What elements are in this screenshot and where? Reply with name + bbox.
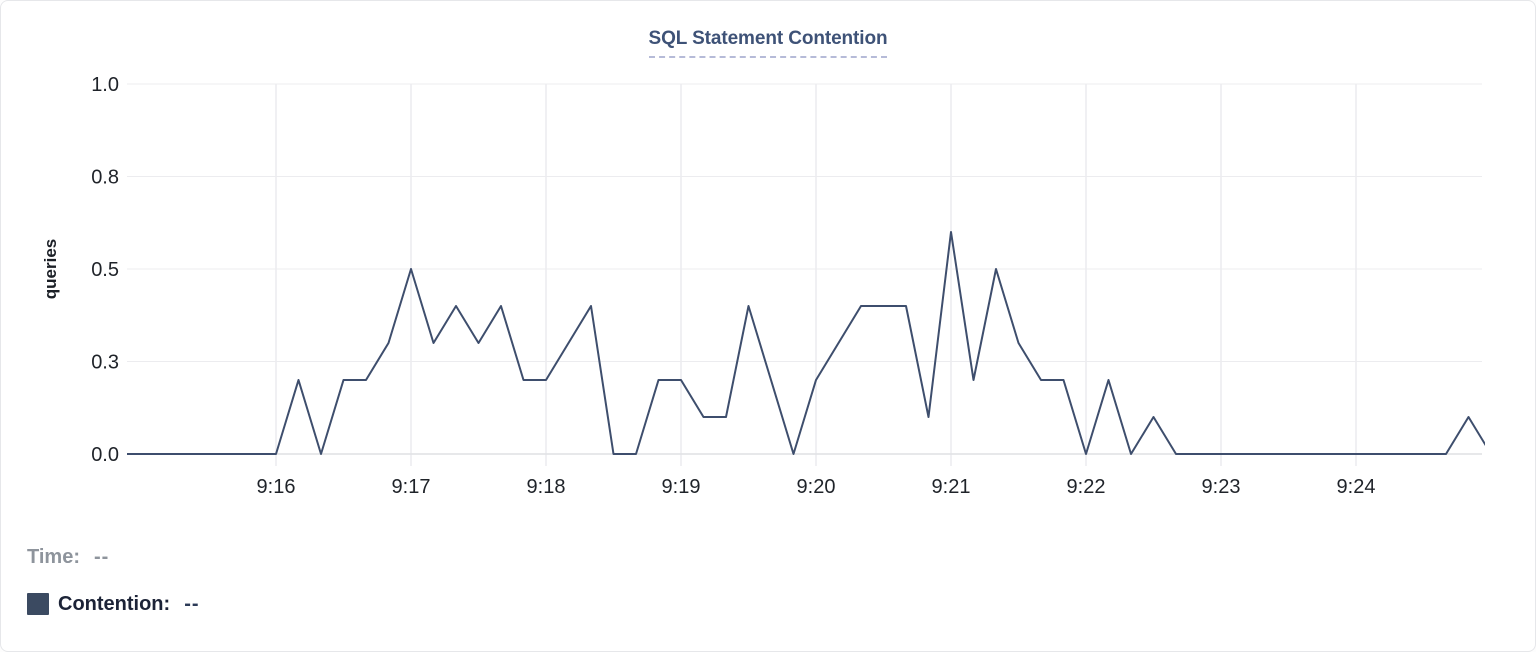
svg-text:9:18: 9:18	[527, 476, 566, 498]
svg-text:9:16: 9:16	[257, 476, 296, 498]
svg-text:9:21: 9:21	[932, 476, 971, 498]
svg-text:0.3: 0.3	[91, 352, 119, 374]
legend-time-label: Time:	[27, 545, 80, 568]
svg-text:9:23: 9:23	[1202, 476, 1241, 498]
svg-text:9:17: 9:17	[392, 476, 431, 498]
svg-text:0.0: 0.0	[91, 444, 119, 466]
grid-lines	[127, 83, 1482, 466]
svg-text:9:24: 9:24	[1337, 476, 1376, 498]
y-axis-title: queries	[41, 239, 60, 299]
svg-text:9:22: 9:22	[1067, 476, 1106, 498]
axis-tick-labels: 9:16 9:17 9:18 9:19 9:20 9:21 9:22 9:23 9:24 0.0 0…	[91, 74, 1375, 498]
legend-contention-row: Contention: --	[27, 592, 200, 616]
svg-text:0.8: 0.8	[91, 167, 119, 189]
svg-text:0.5: 0.5	[91, 259, 119, 281]
legend-contention-value: --	[184, 592, 200, 615]
chart-header: SQL Statement Contention	[1, 28, 1535, 58]
contention-series-swatch	[27, 593, 49, 615]
legend-contention-label: Contention:	[58, 592, 171, 615]
legend-time-row: Time: --	[27, 545, 200, 569]
legend: Time: -- Contention: --	[27, 545, 200, 616]
svg-text:1.0: 1.0	[91, 74, 119, 96]
legend-time-value: --	[93, 545, 110, 568]
svg-text:9:20: 9:20	[797, 476, 836, 498]
contention-line-series	[127, 231, 1485, 455]
chart-title[interactable]: SQL Statement Contention	[648, 28, 888, 58]
svg-text:9:19: 9:19	[662, 476, 701, 498]
contention-chart[interactable]: 9:16 9:17 9:18 9:19 9:20 9:21 9:22 9:23 9:24 0.0 0…	[1, 1, 1536, 531]
